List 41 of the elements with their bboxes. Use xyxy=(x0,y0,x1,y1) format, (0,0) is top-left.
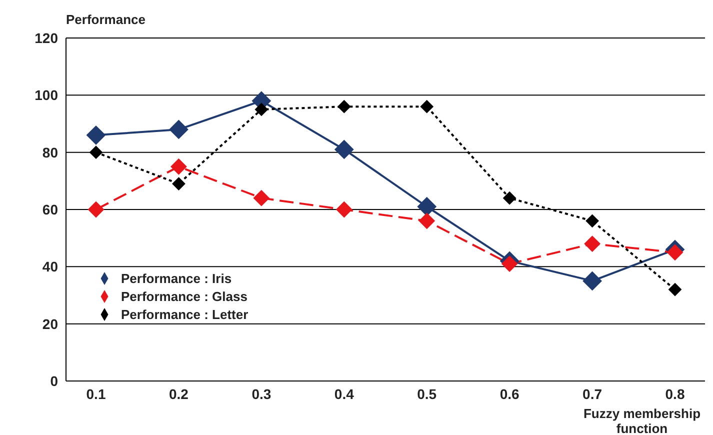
point xyxy=(254,102,268,116)
point xyxy=(172,177,186,190)
point xyxy=(86,126,106,145)
legend-label: Performance : Iris xyxy=(121,271,232,286)
point xyxy=(584,236,600,252)
point xyxy=(338,100,351,114)
x-axis-title: Fuzzy membership function xyxy=(582,406,702,435)
point xyxy=(420,100,434,114)
point xyxy=(668,283,682,296)
x-tick-label: 0.1 xyxy=(86,386,106,402)
point xyxy=(90,146,102,159)
point xyxy=(169,120,188,139)
y-tick-label: 120 xyxy=(34,30,58,46)
y-tick-label: 100 xyxy=(34,87,58,104)
y-tick-label: 40 xyxy=(42,258,58,275)
point xyxy=(503,192,516,205)
x-tick-label: 0.5 xyxy=(417,386,437,402)
point xyxy=(170,158,187,175)
x-tick-label: 0.7 xyxy=(582,386,602,402)
point xyxy=(667,244,683,260)
point xyxy=(336,202,352,218)
point xyxy=(586,214,599,228)
point xyxy=(582,271,602,290)
point xyxy=(88,202,104,218)
x-tick-label: 0.6 xyxy=(500,386,520,402)
x-tick-label: 0.3 xyxy=(252,386,272,402)
y-axis-title: Performance xyxy=(66,12,146,27)
y-tick-label: 0 xyxy=(50,372,58,389)
point xyxy=(418,212,435,229)
point xyxy=(502,256,518,272)
point xyxy=(417,197,436,216)
point xyxy=(334,140,354,159)
x-tick-label: 0.4 xyxy=(334,386,354,402)
y-tick-label: 80 xyxy=(42,144,58,160)
x-tick-label: 0.2 xyxy=(168,386,189,402)
y-tick-label: 20 xyxy=(42,316,58,332)
x-tick-label: 0.8 xyxy=(665,386,685,402)
point xyxy=(253,190,270,206)
y-tick-label: 60 xyxy=(42,201,58,218)
legend-label: Performance : Glass xyxy=(121,289,248,304)
legend-label: Performance : Letter xyxy=(121,307,248,322)
